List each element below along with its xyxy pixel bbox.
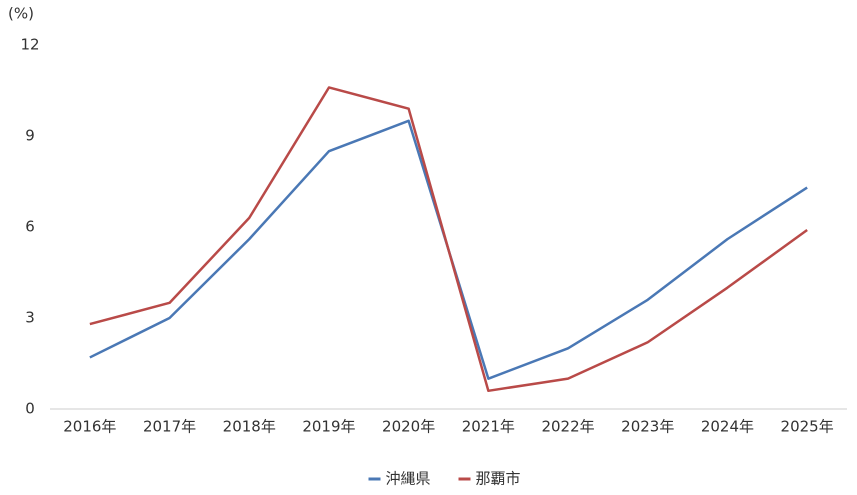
- x-tick-label: 2020年: [382, 418, 435, 436]
- y-tick-label: 12: [20, 36, 39, 54]
- x-tick-label: 2017年: [143, 418, 196, 436]
- legend-label: 那覇市: [476, 470, 521, 488]
- x-tick-label: 2021年: [462, 418, 515, 436]
- x-tick-label: 2022年: [541, 418, 594, 436]
- legend-label: 沖縄県: [386, 470, 431, 488]
- x-tick-label: 2016年: [63, 418, 116, 436]
- x-tick-label: 2018年: [223, 418, 276, 436]
- x-tick-label: 2024年: [701, 418, 754, 436]
- y-tick-label: 3: [25, 309, 35, 327]
- x-tick-label: 2025年: [781, 418, 834, 436]
- y-tick-label: 9: [25, 127, 35, 145]
- x-tick-label: 2023年: [621, 418, 674, 436]
- y-unit-label: (%): [8, 5, 34, 23]
- y-tick-label: 0: [25, 400, 35, 418]
- y-tick-label: 6: [25, 218, 35, 236]
- x-tick-label: 2019年: [302, 418, 355, 436]
- line-series: [89, 86, 808, 393]
